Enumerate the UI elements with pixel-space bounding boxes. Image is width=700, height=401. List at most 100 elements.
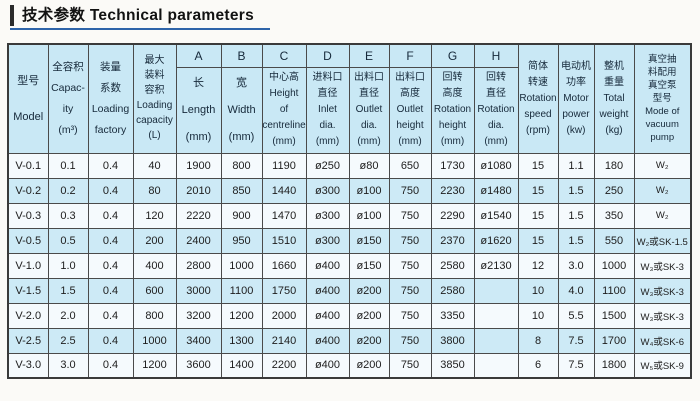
cell-outlet-height: 750 [388, 352, 432, 379]
cell-centreline-height: 2000 [261, 302, 307, 329]
cell-vacuum-pump: W₅或SK-9 [633, 352, 692, 379]
cell-rotation-speed: 6 [517, 352, 559, 379]
header-line: 装料 [144, 70, 165, 82]
header-lines: 进料口 直径 Inlet dia. (mm) [307, 68, 349, 153]
cell-outlet-height: 750 [388, 302, 432, 329]
cell-vacuum-pump: W₃或SK-3 [633, 302, 692, 329]
header-line: speed [524, 108, 552, 120]
header-line: power [562, 108, 590, 120]
cell-capacity: 2.5 [47, 327, 89, 354]
cell-total-weight: 1100 [593, 277, 635, 304]
cell-outlet-dia: ø100 [348, 177, 390, 204]
table-row-v-1.5: V-1.5 1.5 0.4 600 3000 1100 1750 ø400 ø200 750 258… [7, 277, 692, 304]
cell-rotation-dia: ø1620 [473, 227, 519, 254]
cell-rotation-speed: 8 [517, 327, 559, 354]
cell-model: V-0.1 [7, 152, 49, 179]
header-line: (L) [148, 130, 161, 142]
cell-width: 1100 [220, 277, 263, 304]
cell-vacuum-pump: W₂ [633, 177, 692, 204]
cell-length: 3600 [175, 352, 222, 379]
header-line: 直径 [317, 88, 338, 99]
header-line: weight [599, 108, 629, 120]
header-line: (mm) [484, 136, 508, 147]
cell-outlet-height: 750 [388, 227, 432, 254]
cell-vacuum-pump: W₂或SK-1.5 [633, 227, 692, 254]
cell-width: 900 [220, 202, 263, 229]
header-line: 简体 [528, 60, 548, 72]
cell-rotation-dia: ø2130 [473, 252, 519, 279]
table-row-v-0.3: V-0.3 0.3 0.4 120 2220 900 1470 ø300 ø100 750 2290… [7, 202, 692, 229]
cell-rotation-dia [473, 327, 519, 354]
header-line: Inlet [318, 104, 337, 115]
header-lines: 宽 Width (mm) [222, 68, 262, 153]
cell-length: 3000 [175, 277, 222, 304]
cell-rotation-speed: 10 [517, 302, 559, 329]
cell-rotation-speed: 12 [517, 252, 559, 279]
header-line: of [279, 104, 289, 115]
table-row-v-3.0: V-3.0 3.0 0.4 1200 3600 1400 2200 ø400 ø200 750 38… [7, 352, 692, 379]
header-line: Rotation [433, 104, 472, 115]
header-line: (mm) [440, 136, 465, 147]
cell-model: V-1.0 [7, 252, 49, 279]
header-line: Loading [136, 100, 173, 112]
cell-outlet-dia: ø80 [348, 152, 390, 179]
header-line: height [438, 120, 467, 131]
cell-vacuum-pump: W₃或SK-3 [633, 252, 692, 279]
header-line: Length [181, 104, 216, 116]
cell-motor-power: 1.5 [557, 177, 595, 204]
cell-width: 950 [220, 227, 263, 254]
cell-loading-capacity: 200 [132, 227, 177, 254]
cell-rotation-height: 2370 [430, 227, 475, 254]
cell-model: V-2.5 [7, 327, 49, 354]
cell-model: V-2.0 [7, 302, 49, 329]
cell-length: 3200 [175, 302, 222, 329]
header-cell-rotation-height: 回转 高度 Rotation height (mm) [430, 66, 475, 154]
header-lines: 型号 Model [9, 75, 48, 123]
header-line: 容积 [144, 85, 165, 97]
cell-rotation-speed: 15 [517, 227, 559, 254]
header-letter-width: B [220, 43, 263, 68]
header-cell-width: 宽 Width (mm) [220, 66, 263, 154]
cell-motor-power: 7.5 [557, 352, 595, 379]
table-row-v-0.1: V-0.1 0.1 0.4 40 1900 800 1190 ø250 ø80 650 1730 ø1… [7, 152, 692, 179]
header-lines: 全容积 Capac-ity (m³) [49, 61, 88, 136]
cell-capacity: 1.0 [47, 252, 89, 279]
cell-capacity: 1.5 [47, 277, 89, 304]
header-line: Motor [563, 92, 589, 104]
table-header: 型号 Model 全容积 Capac-ity (m³) 装量 系数 Loading factor… [7, 43, 692, 154]
cell-loading-capacity: 400 [132, 252, 177, 279]
header-line: dia. [487, 120, 505, 131]
header-line: 型号 [652, 92, 672, 104]
cell-rotation-height: 2580 [430, 277, 475, 304]
cell-model: V-0.5 [7, 227, 49, 254]
header-lines: 真空抽 料配用 真空泵 型号 Mode of vacuum pump [635, 54, 691, 144]
header-cell-total-weight: 整机 重量 Total weight (kg) [593, 43, 635, 154]
header-letter-outlet-height: F [388, 43, 432, 68]
header-line: Outlet [396, 104, 424, 115]
cell-width: 800 [220, 152, 263, 179]
cell-outlet-height: 750 [388, 177, 432, 204]
header-line: 回转 [442, 72, 463, 83]
header-letter-length: A [175, 43, 222, 68]
header-lines: 简体 转速 Rotation speed (rpm) [519, 61, 558, 137]
cell-inlet-dia: ø300 [305, 227, 350, 254]
header-line: 长 [193, 77, 204, 89]
cell-outlet-dia: ø200 [348, 327, 390, 354]
cell-rotation-speed: 15 [517, 202, 559, 229]
cell-outlet-dia: ø150 [348, 252, 390, 279]
technical-parameters-table: 型号 Model 全容积 Capac-ity (m³) 装量 系数 Loading factor… [7, 43, 692, 379]
cell-rotation-height: 2230 [430, 177, 475, 204]
cell-rotation-dia: ø1540 [473, 202, 519, 229]
cell-width: 1400 [220, 352, 263, 379]
header-line: (mm) [272, 136, 296, 147]
cell-outlet-height: 750 [388, 202, 432, 229]
header-line: 进料口 [312, 72, 343, 83]
cell-loading-capacity: 800 [132, 302, 177, 329]
header-letter-inlet-dia: D [305, 43, 350, 68]
cell-length: 1900 [175, 152, 222, 179]
cell-inlet-dia: ø400 [305, 302, 350, 329]
header-letter-outlet-dia: E [348, 43, 390, 68]
cell-loading-factor: 0.4 [87, 177, 134, 204]
header-line: 中心高 [269, 72, 299, 83]
cell-motor-power: 3.0 [557, 252, 595, 279]
